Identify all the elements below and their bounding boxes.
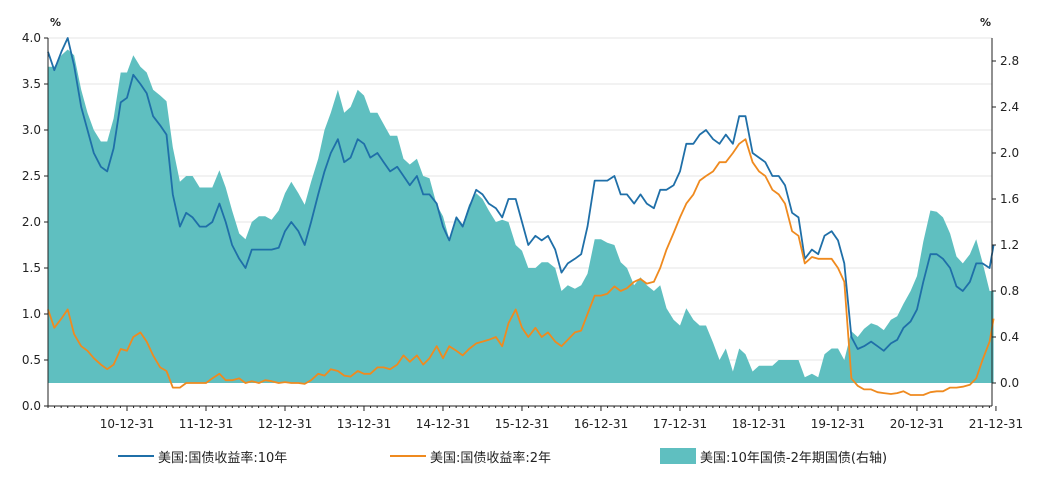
- x-tick-label: 18-12-31: [732, 417, 786, 431]
- legend-label: 美国:国债收益率:10年: [158, 450, 287, 466]
- series-area-spread: [48, 49, 994, 383]
- right-axis-unit: %: [980, 16, 991, 29]
- x-tick-label: 14-12-31: [416, 417, 470, 431]
- legend-swatch-area: [660, 448, 696, 464]
- right-tick-label: 0.8: [1000, 284, 1019, 298]
- right-tick-label: 1.6: [1000, 192, 1019, 206]
- x-tick-label: 21-12-31: [969, 417, 1023, 431]
- x-tick-label: 12-12-31: [258, 417, 312, 431]
- left-tick-label: 0.0: [22, 399, 41, 413]
- area-layer: [48, 49, 994, 383]
- x-tick-label: 10-12-31: [100, 417, 154, 431]
- legend-label: 美国:10年国债-2年期国债(右轴): [700, 451, 887, 466]
- legend-label: 美国:国债收益率:2年: [430, 450, 551, 466]
- left-axis-unit: %: [50, 16, 61, 29]
- left-tick-label: 2.5: [22, 169, 41, 183]
- left-tick-label: 4.0: [22, 31, 41, 45]
- left-tick-label: 0.5: [22, 353, 41, 367]
- x-tick-label: 20-12-31: [890, 417, 944, 431]
- series-line-10y: [47, 37, 995, 352]
- x-tick-label: 13-12-31: [337, 417, 391, 431]
- x-tick-label: 16-12-31: [574, 417, 628, 431]
- right-tick-label: 0.0: [1000, 376, 1019, 390]
- tick-layer: 0.0 0.5 1.0 1.5 2.0 2.5 3.0 3.5 4.0 0.0 0.4 0.8 1.2 1…: [22, 31, 1023, 431]
- left-tick-label: 3.5: [22, 77, 41, 91]
- right-tick-label: 2.4: [1000, 100, 1019, 114]
- x-tick-label: 17-12-31: [653, 417, 707, 431]
- line-layer: [47, 37, 995, 396]
- right-tick-label: 0.4: [1000, 330, 1019, 344]
- left-tick-label: 1.5: [22, 261, 41, 275]
- left-tick-label: 3.0: [22, 123, 41, 137]
- x-tick-label: 19-12-31: [811, 417, 865, 431]
- x-tick-label: 15-12-31: [495, 417, 549, 431]
- x-tick-label: 11-12-31: [179, 417, 233, 431]
- left-tick-label: 1.0: [22, 307, 41, 321]
- legend: 美国:国债收益率:10年 美国:国债收益率:2年 美国:10年国债-2年期国债(右轴…: [118, 448, 887, 466]
- right-tick-label: 2.8: [1000, 54, 1019, 68]
- right-tick-label: 2.0: [1000, 146, 1019, 160]
- right-tick-label: 1.2: [1000, 238, 1019, 252]
- left-tick-label: 2.0: [22, 215, 41, 229]
- series-line-2y: [47, 138, 995, 396]
